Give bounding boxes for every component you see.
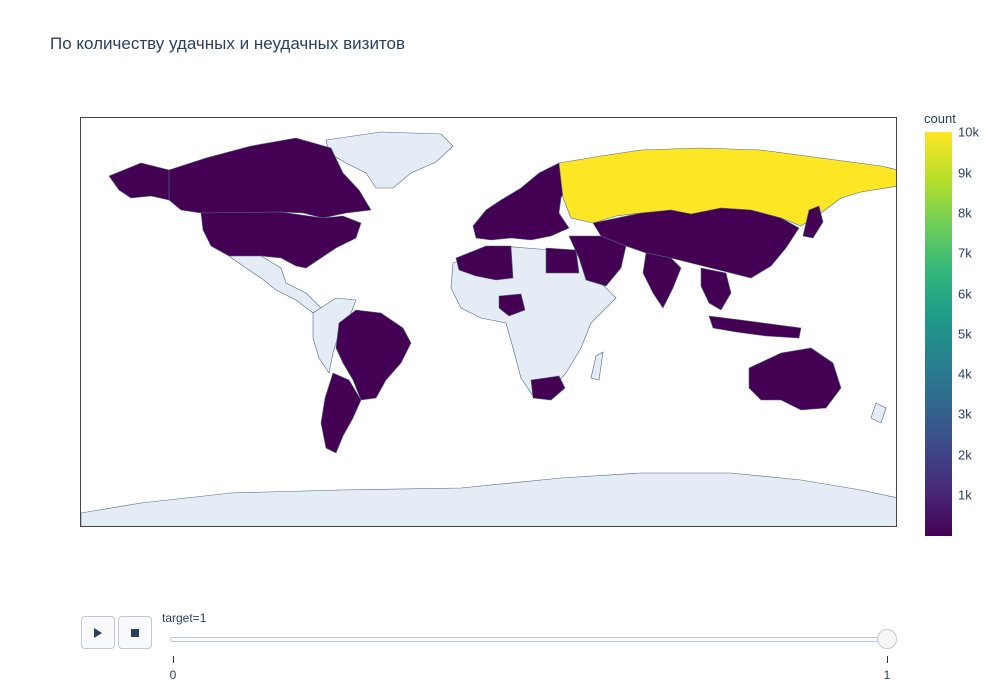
country-greenland[interactable] bbox=[325, 131, 454, 189]
slider-tick bbox=[887, 656, 888, 663]
map-svg[interactable] bbox=[81, 118, 897, 527]
colorbar-tick: 7k bbox=[958, 245, 972, 261]
country-north-africa[interactable] bbox=[455, 245, 514, 281]
region-europe[interactable] bbox=[472, 162, 574, 241]
colorbar-tick: 3k bbox=[958, 406, 972, 422]
colorbar-tick: 10k bbox=[958, 124, 979, 140]
slider-tick-label: 0 bbox=[169, 668, 177, 682]
country-northwest-south-america[interactable] bbox=[312, 297, 357, 374]
country-new-zealand[interactable] bbox=[870, 402, 887, 424]
slider-tick bbox=[173, 656, 174, 663]
play-button[interactable] bbox=[81, 616, 115, 649]
play-icon bbox=[94, 627, 102, 638]
country-india[interactable] bbox=[642, 252, 682, 309]
region-southeast-asia[interactable] bbox=[700, 267, 732, 311]
continent-antarctica[interactable] bbox=[81, 472, 897, 527]
country-usa[interactable] bbox=[200, 211, 362, 269]
slider-current-value: target=1 bbox=[162, 611, 207, 625]
colorbar-tick: 5k bbox=[958, 326, 972, 342]
colorbar-tick: 1k bbox=[958, 487, 972, 503]
country-south-africa[interactable] bbox=[530, 375, 566, 401]
chart-title: По количеству удачных и неудачных визито… bbox=[50, 34, 406, 53]
slider-handle[interactable] bbox=[877, 629, 897, 649]
region-asia[interactable] bbox=[592, 207, 800, 279]
country-brazil[interactable] bbox=[335, 309, 412, 401]
stop-icon bbox=[131, 628, 139, 637]
stop-button[interactable] bbox=[118, 616, 152, 649]
slider-rail[interactable] bbox=[170, 637, 886, 642]
country-canada[interactable] bbox=[168, 137, 372, 219]
country-argentina[interactable] bbox=[320, 372, 362, 454]
country-madagascar[interactable] bbox=[590, 351, 604, 381]
colorbar-tick: 2k bbox=[958, 447, 972, 463]
colorbar-tick: 8k bbox=[958, 205, 972, 221]
colorbar-title: count bbox=[924, 111, 956, 126]
country-australia[interactable] bbox=[748, 347, 842, 411]
country-egypt[interactable] bbox=[545, 247, 580, 274]
country-alaska[interactable] bbox=[108, 162, 170, 201]
colorbar bbox=[925, 132, 952, 536]
country-indonesia[interactable] bbox=[708, 315, 802, 339]
colorbar-tick: 4k bbox=[958, 366, 972, 382]
country-nigeria[interactable] bbox=[498, 293, 526, 317]
slider-tick-label: 1 bbox=[883, 668, 891, 682]
country-japan[interactable] bbox=[802, 205, 824, 239]
world-map[interactable] bbox=[80, 117, 897, 527]
colorbar-tick: 9k bbox=[958, 165, 972, 181]
colorbar-tick: 6k bbox=[958, 286, 972, 302]
